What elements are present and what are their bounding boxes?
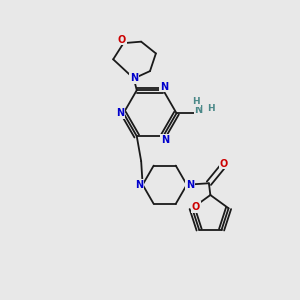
Text: O: O: [192, 202, 200, 212]
Text: N: N: [160, 82, 168, 92]
Text: N: N: [130, 74, 138, 83]
Text: N: N: [135, 180, 143, 190]
Text: N: N: [161, 135, 169, 145]
Text: H: H: [192, 97, 200, 106]
Text: O: O: [118, 34, 126, 45]
Text: N: N: [194, 105, 202, 115]
Text: N: N: [116, 108, 124, 118]
Text: H: H: [207, 104, 215, 113]
Text: N: N: [186, 180, 194, 190]
Text: O: O: [220, 158, 228, 169]
